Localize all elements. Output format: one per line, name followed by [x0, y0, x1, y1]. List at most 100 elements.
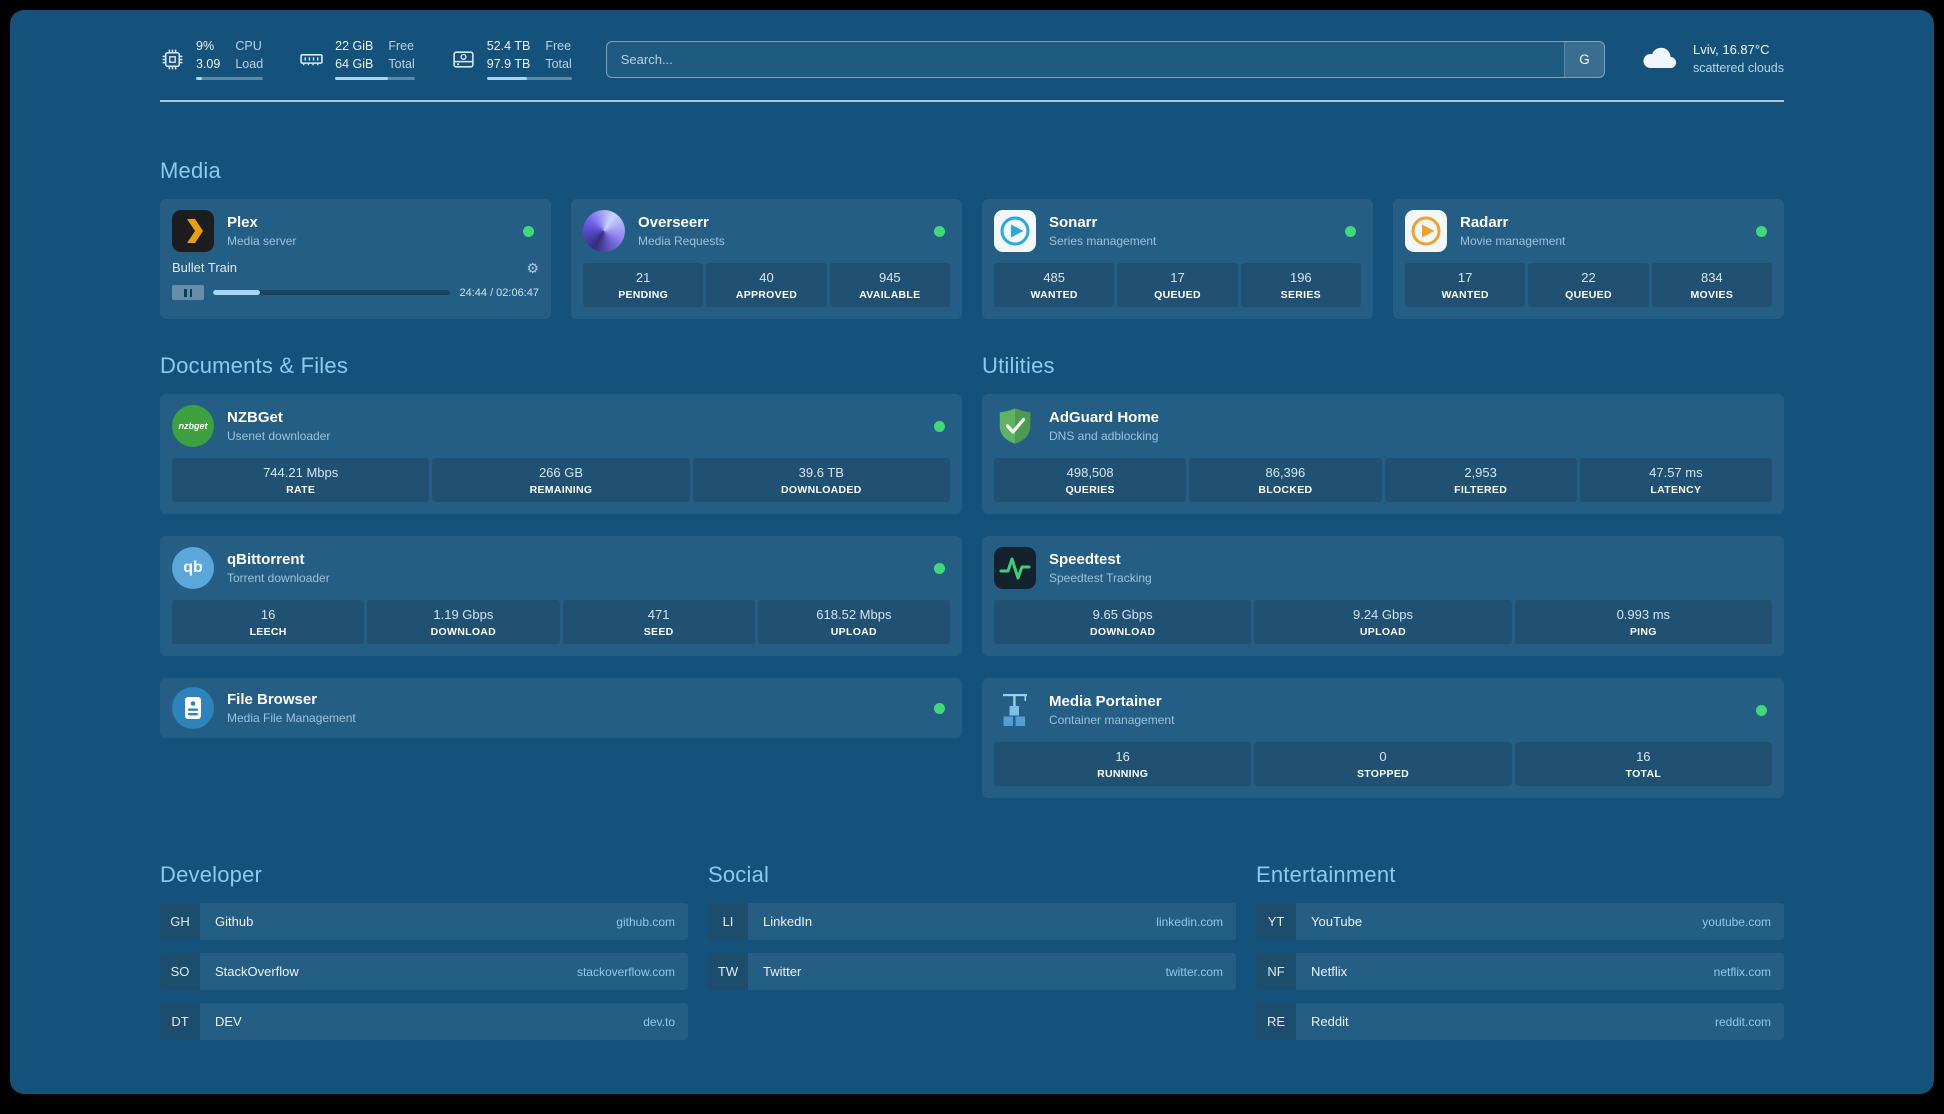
stat-block: 485 WANTED — [994, 263, 1115, 307]
service-card-plex[interactable]: Plex Media server Bullet Train ⚙ 24:44 /… — [160, 199, 551, 319]
radarr-icon — [1405, 210, 1447, 252]
cpu-widget: 9% 3.09 CPU Load — [160, 38, 264, 80]
service-description: Media File Management — [227, 711, 356, 725]
status-online-dot — [934, 420, 945, 432]
service-card-adguard[interactable]: AdGuard Home DNS and adblocking 498,508 … — [982, 394, 1784, 514]
service-card-overseerr[interactable]: Overseerr Media Requests 21 PENDING 40 A… — [571, 199, 962, 319]
stat-block: 47.57 ms LATENCY — [1579, 458, 1772, 502]
status-online-dot — [1756, 704, 1767, 716]
disk-progress-bar — [486, 77, 572, 80]
stat-block: 0 STOPPED — [1254, 742, 1512, 786]
search-provider-button[interactable]: G — [1563, 41, 1604, 77]
stat-block: 1.19 Gbps DOWNLOAD — [367, 600, 560, 644]
bookmarks-group-entertainment: Entertainment YT YouTube youtube.com NF … — [1256, 862, 1784, 1040]
service-description: Media Requests — [638, 234, 725, 248]
stat-block: 618.52 Mbps UPLOAD — [757, 600, 950, 644]
bookmark-github[interactable]: GH Github github.com — [160, 903, 688, 940]
pause-button[interactable] — [172, 285, 204, 300]
search-input[interactable] — [606, 41, 1564, 77]
service-card-speedtest[interactable]: Speedtest Speedtest Tracking 9.65 Gbps D… — [982, 536, 1784, 656]
bookmark-url: linkedin.com — [1156, 914, 1223, 929]
disk-free-label: Free — [545, 39, 572, 53]
stat-block: 40 APPROVED — [706, 263, 827, 307]
bookmark-stackoverflow[interactable]: SO StackOverflow stackoverflow.com — [160, 953, 688, 990]
disk-total-label: Total — [545, 56, 572, 71]
stat-block: 17 QUEUED — [1117, 263, 1238, 307]
stat-block: 9.65 Gbps DOWNLOAD — [994, 600, 1252, 644]
bookmark-youtube[interactable]: YT YouTube youtube.com — [1256, 903, 1784, 940]
bookmark-abbr: NF — [1256, 953, 1296, 990]
service-card-portainer[interactable]: Media Portainer Container management 16 … — [982, 678, 1784, 798]
status-online-dot — [934, 702, 945, 714]
bookmarks-group-social: Social LI LinkedIn linkedin.com TW Twitt… — [708, 862, 1236, 1040]
bookmark-url: twitter.com — [1165, 964, 1223, 979]
status-online-dot — [1756, 225, 1767, 237]
bookmark-abbr: GH — [160, 903, 200, 940]
service-card-nzbget[interactable]: nzbget NZBGet Usenet downloader 744.21 M… — [160, 394, 962, 514]
bookmark-url: netflix.com — [1713, 964, 1771, 979]
stat-block: 196 SERIES — [1240, 263, 1361, 307]
stat-block: 266 GB REMAINING — [432, 458, 690, 502]
topbar-divider — [160, 100, 1784, 102]
memory-icon — [299, 47, 324, 72]
portainer-crane-icon — [994, 689, 1036, 731]
service-name: Overseerr — [638, 214, 709, 231]
service-description: Torrent downloader — [227, 571, 330, 585]
service-description: Usenet downloader — [227, 429, 331, 443]
stat-block: 0.993 ms PING — [1514, 600, 1772, 644]
stat-block: 17 WANTED — [1405, 263, 1526, 307]
bookmarks-group-developer: Developer GH Github github.com SO StackO… — [160, 862, 688, 1040]
speedtest-icon — [994, 547, 1036, 589]
bookmark-abbr: LI — [708, 903, 748, 940]
cloud-icon — [1639, 42, 1681, 77]
bookmark-name: StackOverflow — [215, 964, 299, 979]
bookmark-url: reddit.com — [1714, 1014, 1771, 1029]
section-title-utilities: Utilities — [982, 353, 1055, 378]
section-title-social: Social — [708, 862, 770, 887]
service-name: File Browser — [227, 691, 318, 708]
stat-block: 39.6 TB DOWNLOADED — [692, 458, 950, 502]
stat-block: 498,508 QUERIES — [994, 458, 1187, 502]
bookmark-abbr: DT — [160, 1003, 200, 1040]
bookmark-abbr: SO — [160, 953, 200, 990]
disk-icon — [451, 47, 476, 72]
section-title-documents: Documents & Files — [160, 353, 349, 378]
bookmark-url: dev.to — [643, 1014, 675, 1029]
bookmark-name: YouTube — [1311, 914, 1363, 929]
service-name: Media Portainer — [1049, 693, 1162, 710]
bookmark-name: DEV — [215, 1014, 242, 1029]
memory-total-label: Total — [388, 56, 415, 71]
documents-section: Documents & Files nzbget NZBGet Usenet d… — [160, 353, 962, 798]
service-card-radarr[interactable]: Radarr Movie management 17 WANTED 22 QUE… — [1393, 199, 1784, 319]
qbittorrent-icon: qb — [172, 547, 214, 589]
service-card-filebrowser[interactable]: File Browser Media File Management — [160, 678, 962, 738]
stat-block: 471 SEED — [562, 600, 755, 644]
bookmark-linkedin[interactable]: LI LinkedIn linkedin.com — [708, 903, 1236, 940]
memory-total-value: 64 GiB — [335, 56, 374, 71]
status-online-dot — [523, 225, 534, 237]
utilities-section: Utilities AdGuard Home DNS and adblockin… — [982, 353, 1784, 798]
service-description: Speedtest Tracking — [1049, 571, 1152, 585]
bookmark-dev[interactable]: DT DEV dev.to — [160, 1003, 688, 1040]
cpu-usage-label: CPU — [235, 39, 262, 53]
settings-gear-icon[interactable]: ⚙ — [526, 259, 539, 276]
bookmark-abbr: YT — [1256, 903, 1296, 940]
stat-block: 834 MOVIES — [1651, 263, 1772, 307]
status-online-dot — [934, 225, 945, 237]
service-card-qbittorrent[interactable]: qb qBittorrent Torrent downloader 16 LEE… — [160, 536, 962, 656]
stat-block: 21 PENDING — [583, 263, 704, 307]
cpu-usage-value: 9% — [196, 39, 215, 53]
disk-free-value: 52.4 TB — [486, 39, 531, 53]
service-card-sonarr[interactable]: Sonarr Series management 485 WANTED 17 Q… — [982, 199, 1373, 319]
bookmark-reddit[interactable]: RE Reddit reddit.com — [1256, 1003, 1784, 1040]
memory-free-label: Free — [388, 39, 415, 53]
weather-widget: Lviv, 16.87°C scattered clouds — [1639, 41, 1784, 76]
search-bar: G — [605, 40, 1605, 78]
section-title-entertainment: Entertainment — [1256, 862, 1396, 887]
bookmark-netflix[interactable]: NF Netflix netflix.com — [1256, 953, 1784, 990]
memory-free-value: 22 GiB — [335, 39, 374, 53]
bookmark-twitter[interactable]: TW Twitter twitter.com — [708, 953, 1236, 990]
stat-block: 16 TOTAL — [1514, 742, 1772, 786]
service-name: Sonarr — [1049, 214, 1098, 231]
service-name: AdGuard Home — [1049, 409, 1160, 426]
